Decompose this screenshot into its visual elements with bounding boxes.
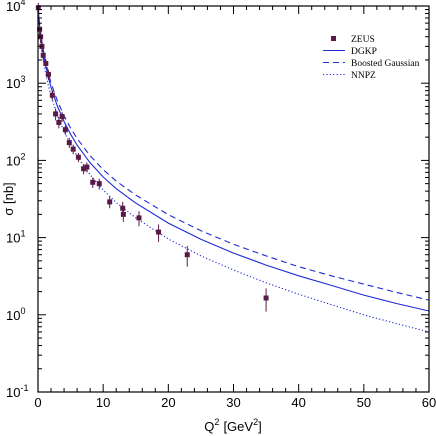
- y-tick-label-base: 10: [6, 0, 20, 14]
- y-tick-label: 104: [6, 0, 25, 14]
- x-axis: 0 10 20 30 40 50 60: [34, 6, 436, 410]
- x-tick-label: 10: [96, 395, 110, 410]
- data-point: [40, 52, 46, 58]
- y-tick-label-base: 10: [6, 231, 20, 246]
- x-tick-label: 0: [34, 395, 41, 410]
- data-point: [43, 60, 49, 66]
- plot-curves: [37, 7, 430, 333]
- data-point: [53, 111, 59, 117]
- data-point: [70, 146, 76, 152]
- y-tick-label-base: 10: [6, 153, 20, 168]
- data-point: [66, 140, 72, 146]
- y-tick-label-exponent: 1: [20, 229, 25, 239]
- y-tick-label-exponent: 2: [20, 151, 25, 161]
- y-tick-label: 102: [6, 151, 25, 168]
- data-point: [90, 179, 96, 185]
- data-point: [59, 114, 65, 120]
- y-tick-label-exponent: 4: [20, 0, 25, 7]
- y-tick-label-base: 10: [6, 385, 20, 400]
- y-axis-label: σ [nb]: [1, 182, 16, 215]
- data-point: [96, 181, 102, 187]
- data-point: [184, 252, 190, 258]
- legend-label: Boosted Gaussian: [351, 59, 420, 69]
- data-point: [120, 205, 126, 211]
- x-tick-label: 20: [161, 395, 175, 410]
- data-point: [62, 127, 68, 133]
- data-point: [107, 199, 113, 205]
- data-point: [263, 295, 269, 301]
- data-point: [120, 211, 126, 217]
- data-point: [45, 71, 51, 77]
- x-tick-label: 50: [357, 395, 371, 410]
- y-tick-label-base: 10: [6, 76, 20, 91]
- y-tick-label: 10-1: [6, 383, 28, 400]
- legend: ZEUS DGKP Boosted Gaussian NNPZ: [323, 35, 420, 81]
- x-tick-label: 40: [291, 395, 305, 410]
- x-tick-label: 30: [226, 395, 240, 410]
- x-axis-label: Q2 [GeV2]: [204, 417, 261, 434]
- x-tick-label: 60: [422, 395, 436, 410]
- y-tick-label: 101: [6, 229, 25, 246]
- legend-label: NNPZ: [351, 71, 376, 81]
- data-point: [156, 229, 162, 235]
- data-point: [81, 166, 87, 172]
- y-tick-label-exponent: 0: [20, 306, 25, 316]
- series-line-dgkp: [37, 9, 430, 312]
- data-point: [49, 92, 55, 98]
- legend-label: DGKP: [351, 47, 377, 57]
- y-tick-label-base: 10: [6, 308, 20, 323]
- data-point: [84, 164, 90, 170]
- y-tick-label: 100: [6, 306, 25, 323]
- data-point: [136, 215, 142, 221]
- series-line-nnpz: [37, 13, 430, 333]
- data-point: [56, 119, 62, 125]
- data-point: [75, 154, 81, 160]
- y-tick-label-exponent: 3: [20, 74, 25, 84]
- y-tick-label: 103: [6, 74, 25, 91]
- legend-label: ZEUS: [351, 35, 375, 45]
- legend-marker: [331, 36, 336, 41]
- y-tick-label-exponent: -1: [20, 383, 28, 393]
